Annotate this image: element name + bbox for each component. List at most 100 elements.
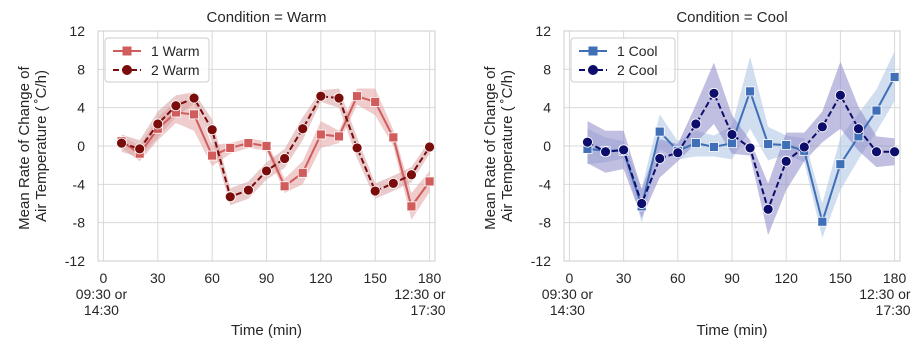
data-point [871,105,882,116]
data-point [406,169,417,181]
data-point [853,123,864,135]
x-tick-label: 60 [204,270,220,286]
data-point [189,109,199,120]
x-tick-label: 12:30 or [859,286,911,302]
data-point [690,138,701,149]
data-point [242,184,254,196]
data-point [618,144,630,156]
data-point [206,124,218,136]
data-point [781,140,792,150]
chart-panel-cool: Condition = Cool Time (min) Mean Rate of… [482,9,911,339]
confidence-band [587,61,895,236]
x-tick-label: 90 [259,270,275,286]
data-point [297,123,309,135]
x-tick-label: 09:30 or [542,286,594,302]
x-tick-label: 09:30 or [76,286,128,302]
data-point [134,143,146,155]
y-tick-label: 8 [543,61,551,77]
x-tick-label: 120 [775,270,799,286]
legend-marker [588,65,598,75]
data-point [798,141,810,153]
data-point [261,141,272,151]
x-axis-label: Time (min) [231,322,302,339]
y-axis-label-line: Air Temperature ( ˚C/h) [33,70,50,222]
y-tick-label: 8 [77,61,85,77]
confidence-bands [121,88,430,220]
data-point [889,72,900,82]
y-tick-label: -12 [65,253,85,269]
data-point [116,137,127,149]
x-tick-label: 30 [616,270,632,286]
chart-title: Condition = Cool [676,9,787,26]
x-tick-label: 17:30 [876,302,911,318]
x-tick-label: 14:30 [84,302,119,318]
confidence-band [587,51,895,238]
data-point [871,146,882,158]
x-tick-label: 180 [883,270,907,286]
data-point [387,177,399,189]
data-point [726,129,738,140]
x-tick-label: 90 [724,270,740,286]
data-point [636,198,648,209]
data-point [207,150,218,161]
data-point [672,147,684,159]
data-point [762,203,774,215]
data-point [352,91,362,102]
data-point [780,155,792,167]
y-tick-label: -4 [73,176,86,192]
data-point [763,139,774,149]
x-tick-label: 12:30 or [394,286,446,302]
x-tick-label: 14:30 [550,302,585,318]
x-tick-label: 17:30 [411,302,446,318]
x-tick-label: 30 [150,270,166,286]
data-point [243,138,254,149]
x-tick-label: 180 [418,270,442,286]
data-point [224,191,236,203]
data-point [600,146,611,158]
legend-marker [122,65,132,75]
data-point [744,142,756,154]
data-point [315,129,326,140]
data-point [817,216,828,227]
x-tick-label: 150 [829,270,853,286]
x-tick-label: 120 [309,270,333,286]
legend: 1 Warm 2 Warm [104,37,210,83]
data-point [424,141,435,153]
data-point [351,142,363,154]
data-point [170,100,182,112]
data-point [709,142,719,152]
data-point [406,201,417,212]
x-tick-label: 150 [364,270,388,286]
chart-title: Condition = Warm [207,9,327,26]
chart-panel-warm: Condition = Warm Time (min) Mean Rate of… [16,9,446,339]
data-point [279,181,290,192]
x-axis-label: Time (min) [696,322,767,339]
y-axis-label: Mean Rate of Change of Air Temperature (… [16,62,50,230]
confidence-bands [587,51,895,238]
data-point [225,143,236,153]
legend-label: 2 Warm [151,62,199,78]
data-point [388,132,399,143]
series-2 [582,87,900,215]
data-point [424,176,435,187]
y-tick-label: 0 [543,138,551,154]
data-point [333,92,345,104]
plot-frame [97,30,436,262]
data-point [834,89,846,101]
y-axis-label-line: Mean Rate of Change of [16,66,33,230]
data-point [835,159,846,170]
data-point [654,126,665,137]
legend-marker [588,46,598,56]
y-axis-label-line: Air Temperature ( ˚C/h) [499,70,516,222]
legend-label: 2 Cool [617,62,657,78]
legend-label: 1 Cool [617,43,657,59]
y-tick-label: -4 [539,176,552,192]
data-point [745,86,755,97]
x-tick-label: 0 [100,270,108,286]
y-tick-label: 4 [543,100,551,116]
y-axis-label-line: Mean Rate of Change of [482,66,499,230]
data-point [261,165,272,177]
